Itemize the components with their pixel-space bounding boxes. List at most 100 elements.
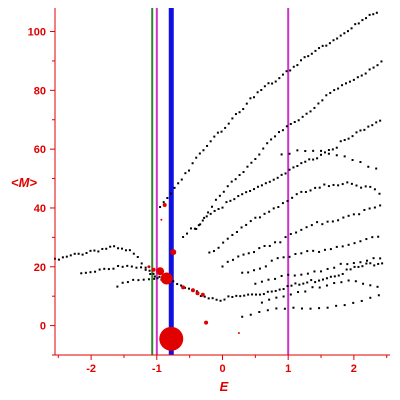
data-point bbox=[284, 236, 287, 239]
data-point bbox=[270, 259, 273, 262]
data-point bbox=[258, 311, 261, 314]
y-tick-label: 40 bbox=[34, 203, 46, 215]
data-point bbox=[337, 87, 340, 90]
data-point bbox=[296, 164, 299, 167]
data-point bbox=[347, 279, 350, 282]
data-point bbox=[235, 230, 238, 233]
data-point bbox=[249, 220, 252, 223]
data-point bbox=[347, 137, 350, 140]
data-point bbox=[343, 304, 346, 307]
data-point bbox=[280, 173, 283, 176]
data-point bbox=[304, 190, 307, 193]
data-point bbox=[207, 297, 210, 300]
x-tick-label: 2 bbox=[351, 363, 357, 375]
highlight-point bbox=[159, 326, 184, 351]
data-point bbox=[207, 211, 210, 214]
data-point bbox=[169, 192, 172, 195]
data-point bbox=[250, 161, 253, 164]
data-point bbox=[268, 298, 271, 301]
data-point bbox=[321, 223, 324, 226]
data-point bbox=[349, 268, 352, 271]
data-point bbox=[342, 216, 345, 219]
data-point bbox=[274, 289, 277, 292]
data-point bbox=[234, 178, 237, 181]
data-point bbox=[352, 262, 355, 265]
data-point bbox=[126, 264, 129, 267]
data-point bbox=[318, 47, 321, 50]
data-point bbox=[381, 262, 384, 265]
data-point bbox=[376, 64, 379, 67]
data-point bbox=[341, 272, 344, 275]
data-point bbox=[201, 219, 204, 222]
y-tick-label: 60 bbox=[34, 144, 46, 156]
data-point bbox=[352, 301, 355, 304]
data-point bbox=[292, 166, 295, 169]
data-point bbox=[276, 176, 279, 179]
data-point bbox=[373, 206, 376, 209]
data-point bbox=[188, 169, 190, 172]
data-point bbox=[89, 271, 92, 274]
data-point bbox=[302, 282, 305, 285]
data-point bbox=[215, 298, 218, 301]
data-point bbox=[254, 158, 257, 161]
data-point bbox=[237, 255, 240, 258]
data-point bbox=[216, 131, 219, 134]
data-point bbox=[249, 313, 252, 316]
data-point bbox=[268, 180, 271, 183]
data-point bbox=[274, 277, 277, 280]
y-tick-label: 100 bbox=[28, 27, 46, 39]
data-point bbox=[292, 306, 295, 309]
data-point bbox=[152, 272, 155, 275]
data-point bbox=[362, 282, 365, 285]
data-point bbox=[304, 150, 307, 153]
data-point bbox=[251, 293, 254, 296]
data-point bbox=[112, 267, 115, 270]
data-point bbox=[339, 262, 342, 265]
data-point bbox=[306, 272, 309, 275]
data-point bbox=[333, 282, 336, 285]
data-point bbox=[375, 11, 378, 14]
data-point bbox=[98, 268, 101, 271]
data-point bbox=[121, 281, 124, 284]
data-point bbox=[287, 273, 290, 276]
data-point bbox=[323, 248, 326, 251]
data-point bbox=[300, 190, 303, 193]
data-point bbox=[318, 307, 321, 310]
data-point bbox=[203, 216, 206, 219]
data-point bbox=[258, 267, 261, 270]
data-point bbox=[309, 307, 312, 310]
data-point bbox=[103, 267, 106, 270]
data-point bbox=[148, 269, 151, 272]
data-point bbox=[377, 294, 380, 297]
data-point bbox=[130, 265, 133, 268]
data-point bbox=[335, 245, 338, 248]
data-point bbox=[268, 244, 271, 247]
data-point bbox=[314, 49, 317, 52]
data-point bbox=[306, 281, 309, 284]
data-point bbox=[286, 199, 289, 202]
data-point bbox=[353, 242, 356, 245]
data-point bbox=[343, 138, 346, 141]
data-point bbox=[132, 278, 135, 281]
data-point bbox=[177, 182, 180, 185]
data-point bbox=[310, 224, 313, 227]
data-point bbox=[254, 282, 257, 285]
data-point bbox=[258, 153, 261, 156]
highlight-point bbox=[200, 292, 205, 297]
data-point bbox=[180, 178, 183, 181]
data-point bbox=[313, 106, 316, 109]
data-point bbox=[367, 165, 370, 168]
data-point bbox=[329, 248, 332, 251]
data-point bbox=[277, 131, 280, 134]
data-point bbox=[222, 190, 225, 193]
data-point bbox=[341, 84, 344, 87]
data-point bbox=[335, 304, 338, 307]
data-point bbox=[217, 246, 220, 249]
data-point bbox=[318, 250, 321, 253]
data-point bbox=[253, 188, 256, 191]
data-point bbox=[214, 198, 217, 201]
data-point bbox=[326, 267, 329, 270]
data-point bbox=[363, 208, 366, 211]
data-point bbox=[197, 224, 200, 227]
data-point bbox=[289, 233, 292, 236]
